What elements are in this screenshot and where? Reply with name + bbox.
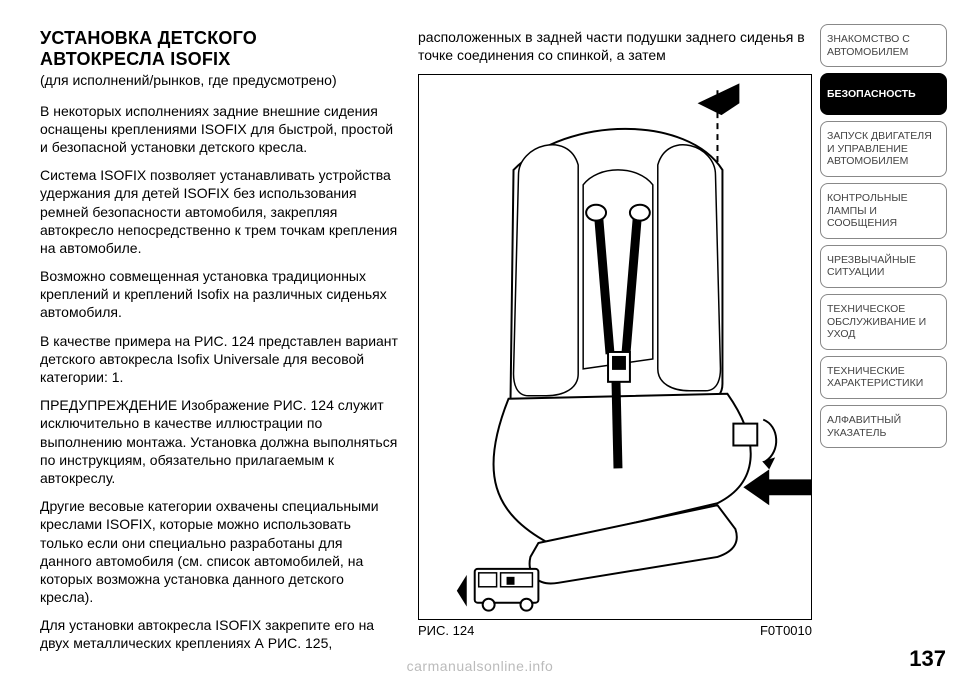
paragraph: Возможно совмещенная установка традицион… — [40, 267, 398, 322]
page-number: 137 — [909, 646, 946, 672]
paragraph: Для установки автокресла ISOFIX закрепит… — [40, 616, 398, 652]
manual-page: УСТАНОВКА ДЕТСКОГО АВТОКРЕСЛА ISOFIX (дл… — [0, 0, 960, 678]
title-line2: АВТОКРЕСЛА ISOFIX — [40, 49, 230, 69]
paragraph: Другие весовые категории охвачены специа… — [40, 497, 398, 606]
nav-item-6[interactable]: ТЕХНИЧЕСКИЕ ХАРАКТЕРИСТИКИ — [820, 356, 947, 399]
title-line1: УСТАНОВКА ДЕТСКОГО — [40, 28, 257, 48]
nav-item-3[interactable]: КОНТРОЛЬНЫЕ ЛАМПЫ И СООБЩЕНИЯ — [820, 183, 947, 239]
paragraph: ПРЕДУПРЕЖДЕНИЕ Изображение РИС. 124 служ… — [40, 396, 398, 487]
nav-item-0[interactable]: ЗНАКОМСТВО С АВТОМОБИЛЕМ — [820, 24, 947, 67]
right-column: расположенных в задней части подушки зад… — [410, 0, 820, 678]
paragraph: В качестве примера на РИС. 124 представл… — [40, 332, 398, 387]
nav-item-7[interactable]: АЛФАВИТНЫЙ УКАЗАТЕЛЬ — [820, 405, 947, 448]
nav-item-1[interactable]: БЕЗОПАСНОСТЬ — [820, 73, 947, 115]
title-subtitle: (для исполнений/рынков, где предусмотрен… — [40, 71, 398, 89]
watermark: carmanualsonline.info — [407, 658, 554, 674]
paragraph: Система ISOFIX позволяет устанавливать у… — [40, 166, 398, 257]
continuation-text: расположенных в задней части подушки зад… — [418, 28, 812, 64]
section-nav: ЗНАКОМСТВО С АВТОМОБИЛЕМ БЕЗОПАСНОСТЬ ЗАПУ… — [820, 0, 955, 678]
figure-124 — [418, 74, 812, 620]
child-seat-illustration — [419, 75, 811, 619]
figure-label: РИС. 124 — [418, 623, 474, 638]
figure-code: F0T0010 — [760, 623, 812, 638]
nav-item-2[interactable]: ЗАПУСК ДВИГАТЕЛЯ И УПРАВЛЕНИЕ АВТОМОБИЛЕ… — [820, 121, 947, 177]
left-column: УСТАНОВКА ДЕТСКОГО АВТОКРЕСЛА ISOFIX (дл… — [0, 0, 410, 678]
nav-item-5[interactable]: ТЕХНИЧЕСКОЕ ОБСЛУЖИВАНИЕ И УХОД — [820, 294, 947, 350]
paragraph: В некоторых исполнениях задние внешние с… — [40, 102, 398, 157]
van-icon — [457, 569, 539, 611]
page-title: УСТАНОВКА ДЕТСКОГО АВТОКРЕСЛА ISOFIX — [40, 28, 398, 69]
nav-item-4[interactable]: ЧРЕЗВЫЧАЙНЫЕ СИТУАЦИИ — [820, 245, 947, 288]
figure-caption: РИС. 124 F0T0010 — [418, 620, 812, 638]
